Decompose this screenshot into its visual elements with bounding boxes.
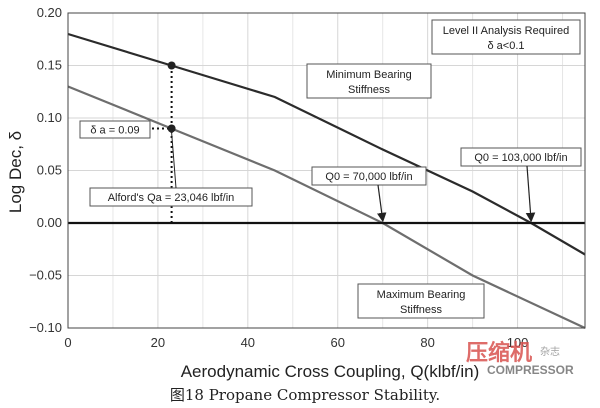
data-marker-1 [167,61,176,70]
y-axis-title: Log Dec, δ [6,131,25,213]
y-tick-label: 0.00 [37,215,62,230]
annotation-alford: Alford's Qa = 23,046 lbf/in [89,187,253,207]
plot-border [67,12,586,329]
markers [167,61,176,133]
annotation-q0-103000-box [460,147,582,167]
annotation-min-bearing: Minimum Bearing Stiffness [306,63,432,99]
x-tick-label: 60 [331,335,345,350]
alford-leader [171,132,177,189]
watermark-side-text: 杂志 [540,345,560,358]
annotation-min-bearing-text: Minimum Bearing [326,69,412,81]
x-tick-label: 0 [64,335,71,350]
y-tick-label: −0.05 [29,268,62,283]
annotation-q0-103000: Q0 = 103,000 lbf/in [460,147,582,167]
annotation-level-ii: Level II Analysis Required δ a<0.1 [431,19,581,55]
annotation-level-ii-text: Level II Analysis Required [443,25,570,37]
y-tick-label: 0.05 [37,163,62,178]
annotation-max-bearing-box [357,283,485,319]
annotation-q0-70000-box [311,166,427,186]
x-tick-label: 20 [151,335,165,350]
annotation-level-ii-text: δ a<0.1 [487,40,524,52]
annotation-delta-a: δ a = 0.09 [79,120,151,139]
annotation-min-bearing-text: Stiffness [348,84,390,96]
y-tick-label: 0.20 [37,5,62,20]
figure-caption: 图18 Propane Compressor Stability. [170,386,440,404]
annotation-q0-70000: Q0 = 70,000 lbf/in [311,166,427,186]
y-tick-label: −0.10 [29,320,62,335]
x-tick-label: 40 [241,335,255,350]
annotation-min-bearing-box [306,63,432,99]
annotation-max-bearing-text: Maximum Bearing [377,289,466,301]
tick-labels: −0.10 −0.05 0.00 0.05 0.10 0.15 0.20 0 20 40 60 80 1… [29,5,528,350]
annotation-q0-70000-text: Q0 = 70,000 lbf/in [325,171,412,183]
annotation-max-bearing: Maximum Bearing Stiffness [357,283,485,319]
watermark: 压缩机 杂志 COMPRESSOR [466,340,574,377]
arrow-q0-103000 [525,165,536,223]
watermark-english: COMPRESSOR [487,363,574,377]
annotation-delta-a-box [79,120,151,139]
annotation-q0-103000-text: Q0 = 103,000 lbf/in [474,152,567,164]
plot-frame [67,12,586,329]
series-line-2 [67,85,586,329]
y-tick-label: 0.10 [37,110,62,125]
annotation-max-bearing-text: Stiffness [400,304,442,316]
watermark-main: 压缩机 [466,340,532,366]
x-axis-title: Aerodynamic Cross Coupling, Q(klbf/in) [181,362,480,381]
annotation-level-ii-box [431,19,581,55]
annotations: Level II Analysis Required δ a<0.1 Minimum… [79,19,582,319]
x-tick-label: 100 [507,335,529,350]
data-marker-2 [167,124,176,133]
annotation-delta-a-text: δ a = 0.09 [90,125,139,137]
annotation-alford-box [89,187,253,207]
y-tick-label: 0.15 [37,58,62,73]
annotation-alford-text: Alford's Qa = 23,046 lbf/in [108,192,235,204]
x-tick-label: 80 [420,335,434,350]
arrow-q0-70000 [376,184,387,223]
